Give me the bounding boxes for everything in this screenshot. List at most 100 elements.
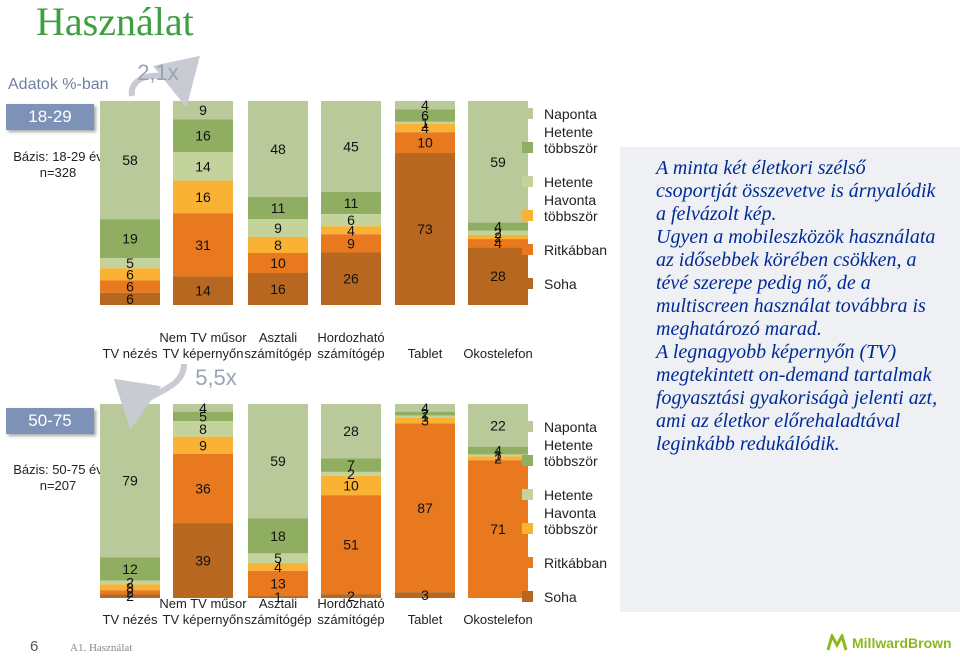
data-label: 6 bbox=[126, 266, 134, 282]
category-label-nem-tv-musor-tv-kepernyon: Nem TV műsor TV képernyőn bbox=[159, 596, 247, 627]
bar-segment-soha bbox=[248, 596, 308, 598]
bar-segment-soha bbox=[321, 252, 381, 305]
data-label: 48 bbox=[270, 141, 286, 157]
data-label: 2 bbox=[126, 588, 134, 604]
data-label: 4 bbox=[274, 559, 282, 575]
bar-segment-hetente-tobbszor bbox=[321, 191, 381, 215]
data-label: 4 bbox=[421, 120, 429, 136]
bar-segment-havonta-tobbszor bbox=[248, 237, 308, 253]
logo-text: MillwardBrown bbox=[852, 635, 952, 651]
data-label: 4 bbox=[421, 97, 429, 113]
bar-segment-ritkabban bbox=[248, 253, 308, 273]
legend-swatch-soha bbox=[522, 591, 533, 602]
data-label: 2 bbox=[347, 588, 355, 604]
comparison-arrow-bottom bbox=[113, 363, 187, 430]
data-label: 36 bbox=[195, 481, 211, 497]
bar-segment-naponta bbox=[321, 101, 381, 192]
data-label: 4 bbox=[347, 222, 355, 238]
data-unit-label: Adatok %-ban bbox=[8, 76, 109, 93]
bar-segment-havonta-tobbszor bbox=[248, 563, 308, 571]
data-label: 2 bbox=[126, 584, 134, 600]
page-number: 6 bbox=[30, 638, 39, 655]
data-label: 79 bbox=[122, 473, 138, 489]
bar-segment-havonta-tobbszor bbox=[321, 226, 381, 235]
bar-segment-havonta-tobbszor bbox=[173, 436, 233, 454]
bar-segment-hetente bbox=[248, 553, 308, 564]
bar-segment-soha bbox=[248, 273, 308, 305]
data-label: 4 bbox=[494, 235, 502, 251]
bar-segment-hetente-tobbszor bbox=[173, 119, 233, 152]
data-label: 16 bbox=[270, 281, 286, 297]
data-label: 1 bbox=[274, 589, 282, 605]
legend-label-naponta: Naponta bbox=[544, 419, 597, 435]
bar-segment-havonta-tobbszor bbox=[321, 475, 381, 496]
bar-segment-hetente bbox=[248, 219, 308, 237]
data-label: 19 bbox=[122, 231, 138, 247]
bar-segment-ritkabban bbox=[321, 495, 381, 595]
bar-segment-hetente-tobbszor bbox=[173, 411, 233, 422]
legend-swatch-hetente-tobbszor bbox=[522, 142, 533, 153]
category-label-okostelefon: Okostelefon bbox=[463, 612, 532, 627]
legend-swatch-havonta-tobbszor bbox=[522, 523, 533, 534]
category-label-okostelefon: Okostelefon bbox=[463, 346, 532, 361]
legend-label-havonta-tobbszor: Havonta többször bbox=[544, 505, 598, 537]
legend-label-hetente: Hetente bbox=[544, 487, 593, 503]
bar-segment-soha bbox=[173, 523, 233, 598]
stacked-bar-chart: 5819566691614163114481198101645116492646… bbox=[100, 55, 607, 627]
data-label: 5 bbox=[199, 408, 207, 424]
base-label-50-75: Bázis: 50-75 év n=207 bbox=[13, 462, 103, 493]
data-label: 3 bbox=[126, 579, 134, 595]
bar-segment-hetente-tobbszor bbox=[321, 458, 381, 472]
bar-segment-havonta-tobbszor bbox=[395, 417, 455, 424]
data-label: 8 bbox=[274, 237, 282, 253]
base-label-18-29: Bázis: 18-29 év n=328 bbox=[13, 149, 103, 180]
data-label: 28 bbox=[343, 423, 359, 439]
logo-mark-icon bbox=[826, 634, 848, 651]
data-label: 16 bbox=[195, 128, 211, 144]
bar-segment-naponta bbox=[321, 404, 381, 459]
data-label: 6 bbox=[126, 291, 134, 307]
data-label: 5 bbox=[126, 255, 134, 271]
data-label: 3 bbox=[421, 587, 429, 603]
data-label: 10 bbox=[270, 255, 286, 271]
bar-segment-ritkabban bbox=[100, 280, 160, 293]
legend-label-ritkabban: Ritkábban bbox=[544, 242, 607, 258]
data-label: 12 bbox=[122, 561, 138, 577]
footer-label: A1. Használat bbox=[70, 642, 133, 654]
data-label: 9 bbox=[274, 220, 282, 236]
note-paragraph-3: A legnagyobb képernyőn (TV) megtekintett… bbox=[656, 341, 938, 455]
category-label-tv-nezes: TV nézés bbox=[103, 346, 158, 361]
bar-segment-havonta-tobbszor bbox=[100, 584, 160, 591]
data-label: 9 bbox=[199, 102, 207, 118]
data-label: 45 bbox=[343, 138, 359, 154]
category-label-tablet: Tablet bbox=[408, 612, 443, 627]
bar-segment-ritkabban bbox=[321, 234, 381, 253]
legend-swatch-havonta-tobbszor bbox=[522, 210, 533, 221]
category-label-hordozhato-szamitogep: Hordozható számítógép bbox=[317, 330, 384, 361]
data-label: 59 bbox=[270, 453, 286, 469]
bar-segment-hetente-tobbszor bbox=[468, 222, 528, 231]
data-label: 4 bbox=[494, 219, 502, 235]
data-label: 2 bbox=[494, 225, 502, 241]
data-label: 26 bbox=[343, 271, 359, 287]
legend-swatch-soha bbox=[522, 278, 533, 289]
bar-segment-havonta-tobbszor bbox=[100, 268, 160, 281]
data-label: 16 bbox=[195, 189, 211, 205]
bar-segment-soha bbox=[321, 594, 381, 598]
note-paragraph-2: Ugyen a mobileszközök használata az idős… bbox=[656, 226, 936, 340]
data-label: 4 bbox=[421, 400, 429, 416]
category-label-nem-tv-musor-tv-kepernyon: Nem TV műsor TV képernyőn bbox=[159, 330, 247, 361]
bar-segment-naponta bbox=[395, 404, 455, 412]
data-label: 4 bbox=[494, 443, 502, 459]
ratio-label-bottom: 5,5x bbox=[195, 365, 237, 390]
data-label: 39 bbox=[195, 553, 211, 569]
bar-segment-hetente bbox=[321, 214, 381, 227]
data-label: 5 bbox=[274, 550, 282, 566]
data-label: 31 bbox=[195, 237, 211, 253]
legend-label-havonta-tobbszor: Havonta többször bbox=[544, 192, 598, 224]
summary-note-box: A minta két életkori szélső csoportját ö… bbox=[620, 147, 960, 612]
data-label: 2 bbox=[126, 574, 134, 590]
data-label: 58 bbox=[122, 152, 138, 168]
bar-segment-ritkabban bbox=[100, 590, 160, 595]
legend-swatch-hetente-tobbszor bbox=[522, 455, 533, 466]
